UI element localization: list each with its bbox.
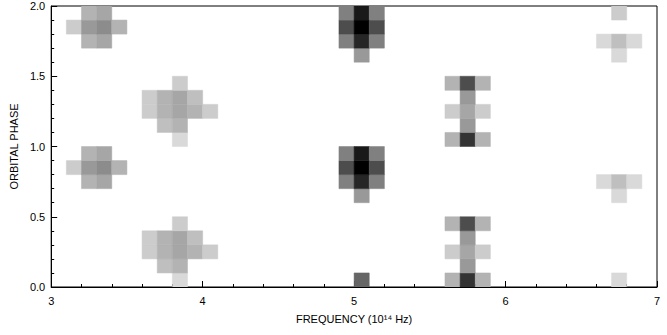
svg-text:FREQUENCY (10¹⁴ Hz): FREQUENCY (10¹⁴ Hz) [296, 313, 412, 325]
svg-text:7: 7 [654, 295, 660, 307]
svg-text:6: 6 [502, 295, 508, 307]
svg-text:2.0: 2.0 [30, 0, 45, 12]
svg-text:ORBITAL PHASE: ORBITAL PHASE [8, 103, 20, 189]
svg-text:0.0: 0.0 [30, 281, 45, 293]
svg-text:0.5: 0.5 [30, 211, 45, 223]
svg-text:3: 3 [48, 295, 54, 307]
svg-text:1.0: 1.0 [30, 141, 45, 153]
svg-text:4: 4 [200, 295, 206, 307]
svg-text:5: 5 [351, 295, 357, 307]
svg-text:1.5: 1.5 [30, 70, 45, 82]
